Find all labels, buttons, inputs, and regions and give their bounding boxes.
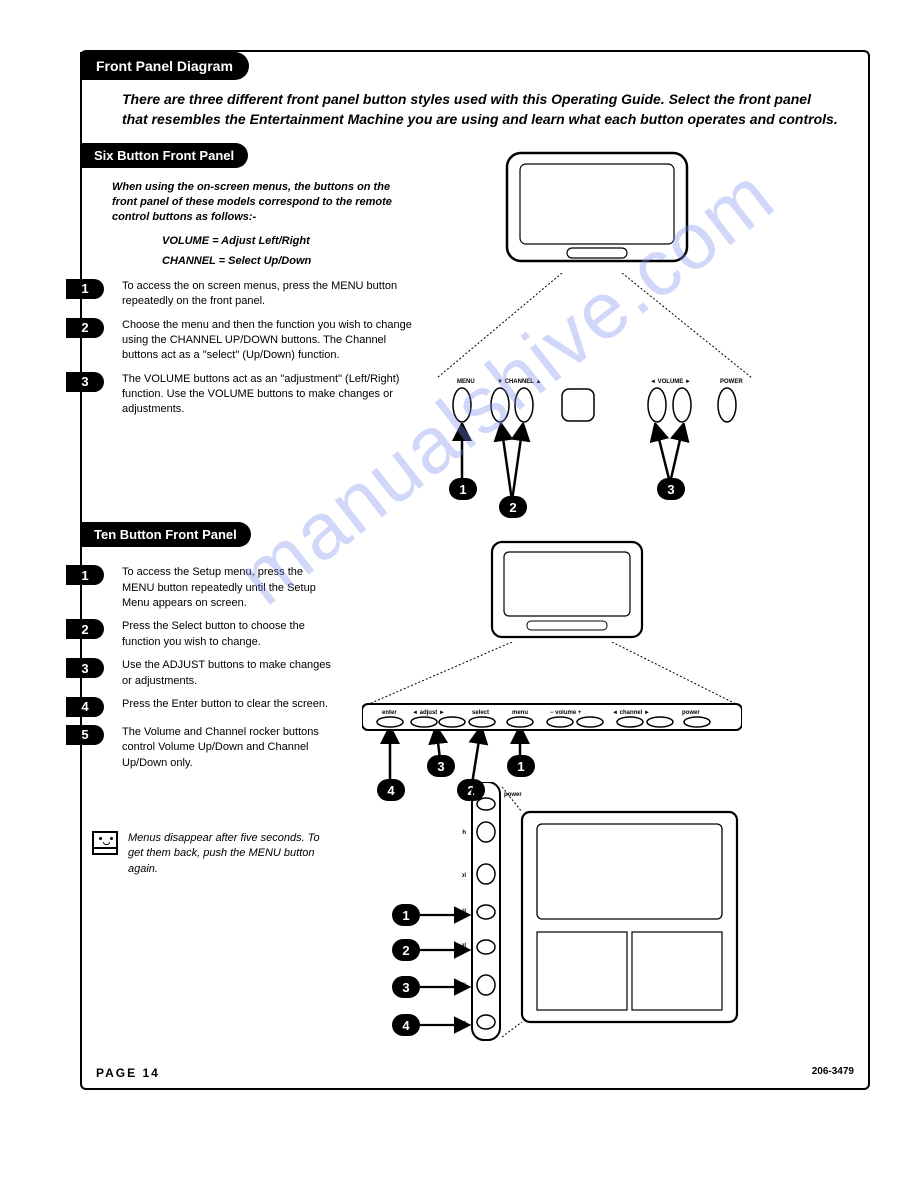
callout-badge: 3 <box>657 478 685 500</box>
six-left-col: When using the on-screen menus, the butt… <box>82 168 432 426</box>
step-text: Use the ADJUST buttons to make changes o… <box>118 658 332 689</box>
ten-section: 1 To access the Setup menu, press the ME… <box>82 547 868 1047</box>
step-text: Press the Select button to choose the fu… <box>118 619 332 650</box>
step-text: To access the Setup menu, press the MENU… <box>118 565 332 611</box>
panel-label: ◄ adjust ► <box>412 710 445 716</box>
tv-outline-icon <box>492 148 712 278</box>
six-step-1: 1 To access the on screen menus, press t… <box>82 279 422 310</box>
step-badge: 3 <box>66 658 104 678</box>
step-text: The Volume and Channel rocker buttons co… <box>118 725 332 771</box>
six-section: When using the on-screen menus, the butt… <box>82 168 868 518</box>
tv-tip-icon <box>92 831 118 855</box>
ten-right-col: enter ◄ adjust ► select menu − volume + … <box>342 547 868 1047</box>
six-arrows-icon <box>432 423 762 513</box>
callout-badge: 3 <box>427 755 455 777</box>
intro-text: There are three different front panel bu… <box>82 80 868 139</box>
callout-badge: 2 <box>499 496 527 518</box>
page-number: PAGE 14 <box>96 1066 160 1080</box>
six-step-2: 2 Choose the menu and then the function … <box>82 318 422 364</box>
panel-label: menu <box>512 710 528 716</box>
side-label: ch <box>462 830 466 836</box>
callout-badge: 1 <box>392 904 420 926</box>
panel-label: ◄ VOLUME ► <box>650 379 691 385</box>
six-note: When using the on-screen menus, the butt… <box>82 168 422 231</box>
projection-lines-icon <box>432 273 762 383</box>
step-badge: 3 <box>66 372 104 392</box>
panel-label: MENU <box>457 379 475 385</box>
step-badge: 1 <box>66 279 104 299</box>
page-footer: PAGE 14 206-3479 <box>96 1066 854 1080</box>
page-frame: Front Panel Diagram There are three diff… <box>80 50 870 1090</box>
side-label: power <box>504 792 522 798</box>
section-header-main: Front Panel Diagram <box>80 52 249 80</box>
tip-text: Menus disappear after five seconds. To g… <box>128 831 332 877</box>
panel-label: enter <box>382 710 397 716</box>
callout-badge: 4 <box>377 779 405 801</box>
panel-label: select <box>472 710 489 716</box>
panel-label: − volume + <box>550 710 582 716</box>
doc-number: 206-3479 <box>812 1066 854 1080</box>
tv-small-icon <box>482 537 652 647</box>
step-badge: 2 <box>66 619 104 639</box>
ten-step-4: 4 Press the Enter button to clear the sc… <box>82 697 332 717</box>
callout-badge: 1 <box>449 478 477 500</box>
ten-left-col: 1 To access the Setup menu, press the ME… <box>82 547 342 877</box>
six-map2: CHANNEL = Select Up/Down <box>82 251 422 271</box>
step-text: To access the on screen menus, press the… <box>118 279 422 310</box>
step-badge: 5 <box>66 725 104 745</box>
section-header-ten: Ten Button Front Panel <box>80 522 251 547</box>
callout-badge: 2 <box>392 939 420 961</box>
panel-label: ▼ CHANNEL ▲ <box>497 379 541 385</box>
tip-box: Menus disappear after five seconds. To g… <box>92 831 332 877</box>
ten-step-5: 5 The Volume and Channel rocker buttons … <box>82 725 332 771</box>
step-badge: 1 <box>66 565 104 585</box>
callout-badge: 3 <box>392 976 420 998</box>
panel-label: ◄ channel ► <box>612 710 650 716</box>
ten-step-3: 3 Use the ADJUST buttons to make changes… <box>82 658 332 689</box>
panel-label: POWER <box>720 379 743 385</box>
ten-step-2: 2 Press the Select button to choose the … <box>82 619 332 650</box>
step-badge: 2 <box>66 318 104 338</box>
six-right-col: MENU ▼ CHANNEL ▲ ◄ VOLUME ► POWER <box>432 168 868 518</box>
callout-badge: 4 <box>392 1014 420 1036</box>
six-step-3: 3 The VOLUME buttons act as an "adjustme… <box>82 372 422 418</box>
six-map1: VOLUME = Adjust Left/Right <box>82 231 422 251</box>
section-header-six: Six Button Front Panel <box>80 143 248 168</box>
step-text: Choose the menu and then the function yo… <box>118 318 422 364</box>
side-panel-tv-icon: power ch vol menu sel adj ent <box>462 782 752 1042</box>
panel-label: power <box>682 710 700 716</box>
step-badge: 4 <box>66 697 104 717</box>
ten-step-1: 1 To access the Setup menu, press the ME… <box>82 565 332 611</box>
step-text: The VOLUME buttons act as an "adjustment… <box>118 372 422 418</box>
callout-badge: 1 <box>507 755 535 777</box>
side-label: vol <box>462 873 466 879</box>
step-text: Press the Enter button to clear the scre… <box>118 697 328 712</box>
